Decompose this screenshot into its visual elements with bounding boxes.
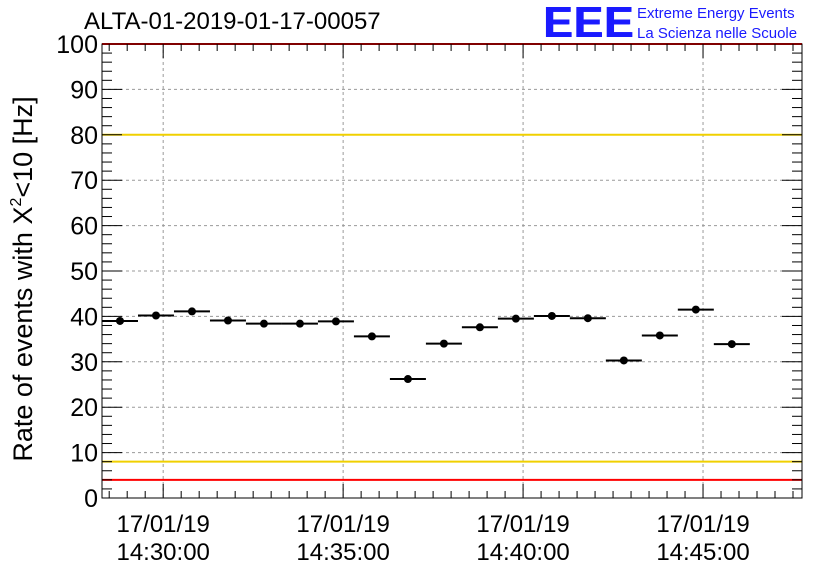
y-tick-label: 30 [70,349,98,377]
data-point [439,339,448,348]
y-tick-label: 10 [70,440,98,468]
grid [102,44,802,498]
x-tick-label-date: 17/01/19 [656,511,749,538]
logo-line-1: Extreme Energy Events [637,5,795,22]
y-tick-label: 100 [56,31,98,59]
data-point [295,319,304,328]
x-tick-label-date: 17/01/19 [296,511,389,538]
y-tick-label: 90 [70,76,98,104]
x-tick-label-time: 14:40:00 [476,539,569,566]
eee-logo: EEE Extreme Energy Events La Scienza nel… [543,0,833,47]
data-point [655,331,664,340]
data-point [475,323,484,332]
data-point [151,311,160,320]
data-point [511,314,520,323]
y-axis-label-sup: 2 [8,198,25,207]
x-tick-label-time: 14:30:00 [116,539,209,566]
y-tick-label: 50 [70,258,98,286]
axis-labels: 010203040506070809010017/01/1914:30:0017… [56,31,749,566]
y-tick-label: 0 [84,485,98,513]
data-point [367,332,376,341]
y-tick-label: 60 [70,213,98,241]
x-tick-label-time: 14:45:00 [656,539,749,566]
data-point [691,305,700,314]
data-point [403,375,412,384]
x-tick-label-time: 14:35:00 [296,539,389,566]
x-tick-label-date: 17/01/19 [476,511,569,538]
y-tick-label: 20 [70,394,98,422]
data-point [331,317,340,326]
logo-line-2: La Scienza nelle Scuole [637,25,798,42]
x-tick-label-date: 17/01/19 [116,511,209,538]
y-tick-label: 70 [70,167,98,195]
data-point [583,314,592,323]
run-title: ALTA-01-2019-01-17-00057 [84,8,381,35]
data-point [223,316,232,325]
y-tick-label: 40 [70,303,98,331]
data-point [727,340,736,349]
y-axis-label-rest: <10 [Hz] [8,96,38,197]
y-tick-label: 80 [70,122,98,150]
data-points [102,305,750,384]
reference-lines [102,43,802,481]
logo-mark: EEE [543,0,635,47]
axis-ticks [102,43,802,499]
y-axis-label-main: Rate of events with X [8,207,38,462]
data-point [259,319,268,328]
data-point [187,307,196,316]
data-point [547,311,556,320]
y-axis-label: Rate of events with X2<10 [Hz] [8,96,38,461]
data-point [115,316,124,325]
data-point [619,356,628,365]
